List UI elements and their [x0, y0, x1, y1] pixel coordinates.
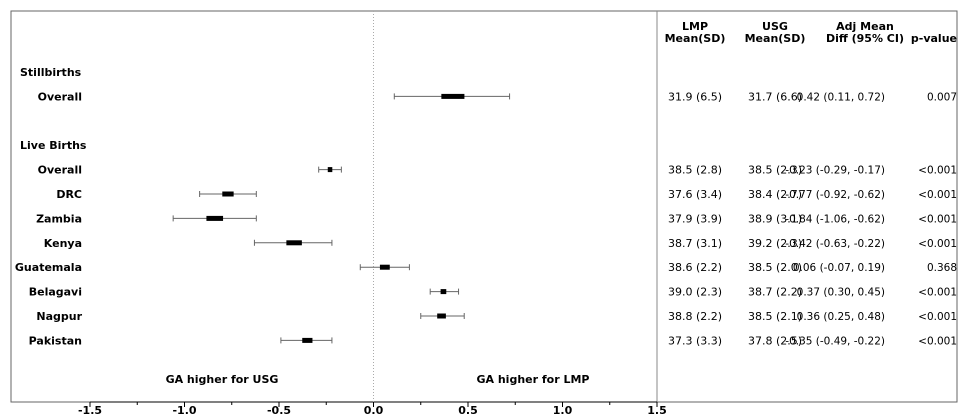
cell-p-value: <0.001	[918, 311, 957, 323]
row-label: Belagavi	[29, 286, 82, 299]
cell-p-value: <0.001	[918, 165, 957, 177]
row-label: Zambia	[36, 212, 82, 225]
row-label: Kenya	[44, 237, 82, 250]
point-estimate	[327, 167, 333, 173]
row-label: Overall	[38, 90, 82, 103]
row-label: DRC	[56, 188, 82, 201]
column-header-usg: Mean(SD)	[745, 32, 806, 45]
point-estimate	[286, 240, 302, 246]
cell-adj: -0.35 (-0.49, -0.22)	[785, 335, 885, 347]
cell-lmp: 37.3 (3.3)	[668, 334, 722, 347]
cell-lmp: 38.6 (2.2)	[668, 261, 722, 274]
cell-usg: 38.4 (2.7)	[748, 188, 802, 201]
group-label: Live Births	[20, 139, 87, 152]
annotation-right: GA higher for LMP	[476, 373, 589, 386]
column-header-adj: Diff (95% CI)	[826, 32, 904, 45]
x-tick-label: 1.0	[553, 404, 573, 416]
cell-usg: 38.5 (2.0)	[748, 261, 802, 274]
cell-adj: -0.23 (-0.29, -0.17)	[785, 165, 885, 177]
cell-usg: 38.7 (2.2)	[748, 286, 802, 299]
point-estimate	[379, 264, 390, 270]
point-estimate	[440, 289, 447, 295]
cell-adj: 0.37 (0.30, 0.45)	[797, 287, 885, 299]
cell-usg: 38.9 (3.1)	[748, 212, 802, 225]
cell-adj: -0.42 (-0.63, -0.22)	[785, 238, 885, 250]
row-label: Guatemala	[15, 261, 82, 274]
cell-lmp: 38.8 (2.2)	[668, 310, 722, 323]
cell-lmp: 38.7 (3.1)	[668, 237, 722, 250]
annotation-left: GA higher for USG	[166, 373, 279, 386]
cell-adj: 0.36 (0.25, 0.48)	[797, 311, 885, 323]
row-label: Pakistan	[29, 334, 82, 347]
cell-lmp: 31.9 (6.5)	[668, 90, 722, 103]
cell-p-value: <0.001	[918, 335, 957, 347]
point-estimate	[441, 93, 465, 99]
x-tick-label: -1.5	[78, 404, 102, 416]
cell-p-value: 0.007	[927, 91, 957, 103]
x-tick-label: -1.0	[172, 404, 196, 416]
column-header-lmp: Mean(SD)	[665, 32, 726, 45]
point-estimate	[437, 313, 446, 319]
cell-p-value: <0.001	[918, 213, 957, 225]
cell-p-value: <0.001	[918, 189, 957, 201]
group-label: Stillbirths	[20, 66, 82, 79]
cell-p-value: <0.001	[918, 287, 957, 299]
x-tick-label: -0.5	[267, 404, 291, 416]
row-label: Overall	[38, 164, 82, 177]
x-tick-label: 0.5	[458, 404, 478, 416]
cell-usg: 31.7 (6.6)	[748, 90, 802, 103]
column-header-p: p-value	[911, 32, 957, 45]
cell-usg: 39.2 (2.3)	[748, 237, 802, 250]
cell-lmp: 37.9 (3.9)	[668, 212, 722, 225]
column-header-adj: Adj Mean	[836, 20, 894, 33]
cell-p-value: 0.368	[927, 262, 957, 274]
column-header-usg: USG	[762, 20, 788, 33]
cell-usg: 38.5 (2.3)	[748, 164, 802, 177]
x-tick-label: 0.0	[364, 404, 384, 416]
point-estimate	[222, 191, 234, 197]
cell-usg: 38.5 (2.1)	[748, 310, 802, 323]
x-tick-label: 1.5	[647, 404, 667, 416]
cell-adj: 0.06 (-0.07, 0.19)	[793, 262, 885, 274]
column-header-lmp: LMP	[682, 20, 708, 33]
cell-adj: -0.77 (-0.92, -0.62)	[785, 189, 885, 201]
cell-lmp: 37.6 (3.4)	[668, 188, 722, 201]
cell-adj: -0.84 (-1.06, -0.62)	[785, 213, 885, 225]
row-label: Nagpur	[36, 310, 82, 323]
cell-adj: 0.42 (0.11, 0.72)	[797, 91, 885, 103]
cell-lmp: 39.0 (2.3)	[668, 286, 722, 299]
cell-p-value: <0.001	[918, 238, 957, 250]
point-estimate	[206, 215, 224, 221]
cell-lmp: 38.5 (2.8)	[668, 164, 722, 177]
cell-usg: 37.8 (2.5)	[748, 334, 802, 347]
point-estimate	[302, 337, 313, 343]
